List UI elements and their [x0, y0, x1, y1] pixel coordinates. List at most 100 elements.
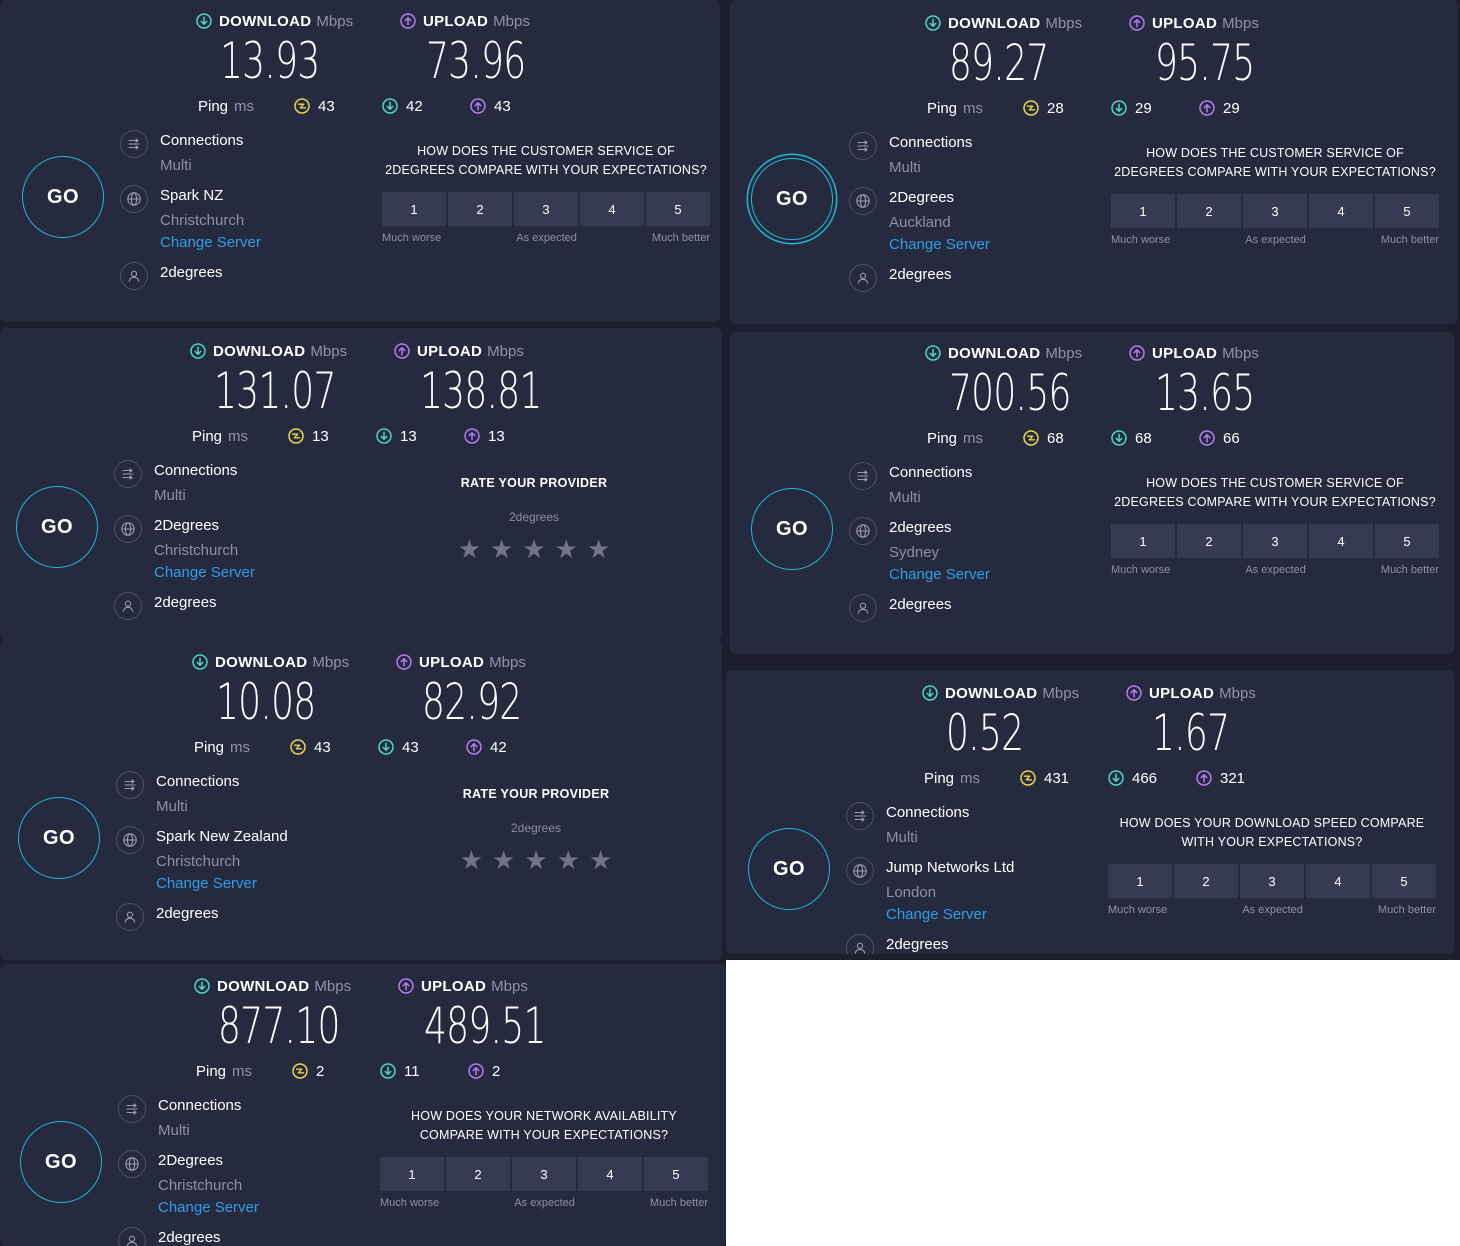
change-server-link[interactable]: Change Server — [154, 564, 255, 581]
arrow-down-circle-icon — [925, 345, 941, 361]
rating-option-2[interactable]: 2 — [446, 1157, 510, 1191]
rating-option-3[interactable]: 3 — [1240, 864, 1304, 898]
star-icon[interactable]: ★ — [459, 845, 484, 875]
rating-option-4[interactable]: 4 — [1309, 194, 1373, 228]
rating-option-5[interactable]: 5 — [1372, 864, 1436, 898]
upload-unit: Mbps — [487, 342, 524, 360]
arrow-down-circle-icon — [196, 13, 212, 29]
upload-unit: Mbps — [1222, 344, 1259, 362]
download-value: 13.93 — [220, 32, 320, 90]
ping-idle: 431 — [1020, 768, 1069, 788]
star-icon[interactable]: ★ — [554, 534, 578, 564]
rating-option-4[interactable]: 4 — [580, 192, 644, 226]
ping-label: Ping — [192, 427, 223, 445]
survey-scale: HOW DOES THE CUSTOMER SERVICE OF 2DEGREE… — [382, 142, 710, 244]
ping-label-group: Ping ms — [194, 735, 250, 759]
change-server-link[interactable]: Change Server — [158, 1199, 259, 1216]
server-name: Jump Networks Ltd — [886, 859, 1015, 876]
ping-download-value: 11 — [404, 1062, 420, 1080]
rating-option-2[interactable]: 2 — [448, 192, 512, 226]
rating-option-5[interactable]: 5 — [644, 1157, 708, 1191]
star-icon[interactable]: ★ — [524, 845, 548, 875]
download-metric: DOWNLOAD Mbps 89.27 — [925, 12, 1087, 90]
star-icon[interactable]: ★ — [556, 845, 580, 875]
go-button[interactable]: GO — [751, 488, 833, 570]
jitter-icon — [1023, 100, 1039, 116]
ping-idle-value: 431 — [1044, 769, 1070, 787]
rating-option-2[interactable]: 2 — [1177, 524, 1241, 558]
star-icon[interactable]: ★ — [492, 845, 516, 875]
upload-value: 138.81 — [420, 362, 542, 420]
change-server-link[interactable]: Change Server — [886, 906, 987, 923]
server-location: Sydney — [889, 544, 940, 561]
rating-option-2[interactable]: 2 — [1174, 864, 1238, 898]
rate-provider-title: RATE YOUR PROVIDER — [460, 476, 608, 490]
rating-option-1[interactable]: 1 — [1108, 864, 1172, 898]
rating-option-1[interactable]: 1 — [1111, 194, 1175, 228]
connections-mode: Multi — [156, 798, 188, 815]
arrow-up-circle-icon — [396, 654, 412, 670]
rating-option-5[interactable]: 5 — [1375, 194, 1439, 228]
globe-icon — [116, 826, 144, 854]
connections-mode: Multi — [889, 489, 921, 506]
ping-download: 29 — [1111, 98, 1152, 118]
rating-option-1[interactable]: 1 — [382, 192, 446, 226]
go-button[interactable]: GO — [16, 486, 98, 568]
jitter-icon — [1020, 770, 1036, 786]
change-server-link[interactable]: Change Server — [160, 234, 261, 251]
server-location: Christchurch — [154, 542, 239, 559]
ping-upload: 43 — [470, 96, 511, 116]
download-metric: DOWNLOAD Mbps 0.52 — [922, 682, 1079, 760]
rating-option-3[interactable]: 3 — [1243, 524, 1307, 558]
rating-option-5[interactable]: 5 — [646, 192, 710, 226]
go-button[interactable]: GO — [20, 1121, 102, 1203]
globe-icon — [120, 185, 148, 213]
rating-option-2[interactable]: 2 — [1177, 194, 1241, 228]
go-button[interactable]: GO — [22, 156, 104, 238]
scale-label-high: Much better — [1377, 904, 1436, 916]
rating-option-1[interactable]: 1 — [1111, 524, 1175, 558]
speedtest-result-panel: DOWNLOAD Mbps 877.10 UPLOAD Mbps 489.51 … — [0, 964, 726, 1246]
user-icon — [849, 264, 877, 292]
ping-idle-value: 13 — [312, 427, 329, 445]
change-server-link[interactable]: Change Server — [889, 566, 990, 583]
rating-option-5[interactable]: 5 — [1375, 524, 1439, 558]
speedtest-result-panel: DOWNLOAD Mbps 10.08 UPLOAD Mbps 82.92 Pi… — [0, 640, 722, 960]
rating-option-3[interactable]: 3 — [1243, 194, 1307, 228]
upload-unit: Mbps — [1222, 14, 1259, 32]
upload-value: 489.51 — [424, 997, 546, 1055]
upload-unit: Mbps — [491, 977, 528, 995]
rating-option-3[interactable]: 3 — [512, 1157, 576, 1191]
server-name: 2Degrees — [889, 189, 955, 206]
arrow-up-circle-icon — [1199, 430, 1215, 446]
change-server-link[interactable]: Change Server — [889, 236, 990, 253]
speedtest-result-panel: DOWNLOAD Mbps 89.27 UPLOAD Mbps 95.75 Pi… — [730, 0, 1458, 324]
ping-label: Ping — [924, 769, 955, 787]
star-icon[interactable]: ★ — [490, 534, 514, 564]
ping-download-value: 13 — [400, 427, 417, 445]
ping-unit: ms — [230, 738, 251, 756]
star-icon[interactable]: ★ — [588, 845, 613, 875]
star-icon[interactable]: ★ — [586, 534, 611, 564]
rating-option-3[interactable]: 3 — [514, 192, 578, 226]
isp-name: 2degrees — [156, 905, 219, 922]
go-button[interactable]: GO — [751, 158, 833, 240]
rating-option-4[interactable]: 4 — [1306, 864, 1370, 898]
connections-mode: Multi — [158, 1122, 190, 1139]
connections-label: Connections — [889, 134, 973, 151]
scale-label-low: Much worse — [382, 232, 442, 244]
rating-option-4[interactable]: 4 — [578, 1157, 642, 1191]
arrow-up-circle-icon — [470, 98, 486, 114]
star-icon[interactable]: ★ — [522, 534, 546, 564]
survey-question: HOW DOES YOUR NETWORK AVAILABILITY COMPA… — [411, 1109, 677, 1142]
upload-label: UPLOAD — [423, 12, 489, 30]
star-icon[interactable]: ★ — [457, 534, 482, 564]
go-button[interactable]: GO — [748, 828, 830, 910]
go-button[interactable]: GO — [18, 797, 100, 879]
change-server-link[interactable]: Change Server — [156, 875, 257, 892]
rating-option-1[interactable]: 1 — [380, 1157, 444, 1191]
rating-option-4[interactable]: 4 — [1309, 524, 1373, 558]
ping-idle-value: 2 — [316, 1062, 325, 1080]
